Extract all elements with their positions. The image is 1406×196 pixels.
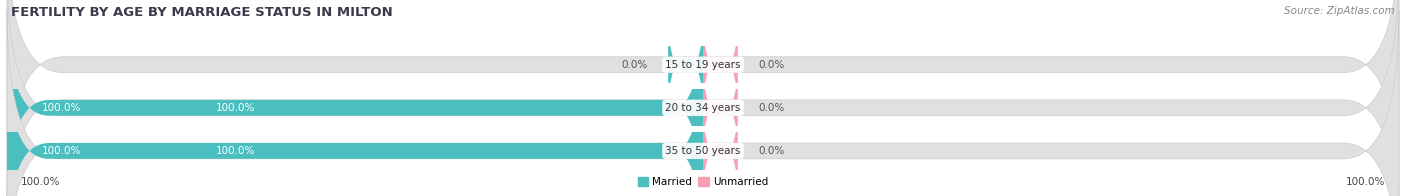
FancyBboxPatch shape (7, 0, 1399, 196)
Text: 100.0%: 100.0% (42, 103, 82, 113)
Text: 0.0%: 0.0% (759, 60, 785, 70)
Legend: Married, Unmarried: Married, Unmarried (634, 173, 772, 191)
Text: 20 to 34 years: 20 to 34 years (665, 103, 741, 113)
Text: 35 to 50 years: 35 to 50 years (665, 146, 741, 156)
Text: 100.0%: 100.0% (217, 146, 256, 156)
Text: 15 to 19 years: 15 to 19 years (665, 60, 741, 70)
Text: 0.0%: 0.0% (759, 146, 785, 156)
FancyBboxPatch shape (668, 17, 703, 113)
Text: 100.0%: 100.0% (217, 103, 256, 113)
Text: 0.0%: 0.0% (759, 103, 785, 113)
Text: 100.0%: 100.0% (21, 177, 60, 187)
Text: FERTILITY BY AGE BY MARRIAGE STATUS IN MILTON: FERTILITY BY AGE BY MARRIAGE STATUS IN M… (11, 6, 394, 19)
FancyBboxPatch shape (7, 47, 703, 196)
FancyBboxPatch shape (7, 4, 703, 196)
FancyBboxPatch shape (703, 60, 738, 156)
Text: 100.0%: 100.0% (42, 146, 82, 156)
FancyBboxPatch shape (7, 10, 1399, 196)
Text: Source: ZipAtlas.com: Source: ZipAtlas.com (1284, 6, 1395, 16)
FancyBboxPatch shape (703, 17, 738, 113)
FancyBboxPatch shape (703, 103, 738, 196)
FancyBboxPatch shape (7, 0, 1399, 196)
Text: 0.0%: 0.0% (621, 60, 647, 70)
Text: 100.0%: 100.0% (1346, 177, 1385, 187)
